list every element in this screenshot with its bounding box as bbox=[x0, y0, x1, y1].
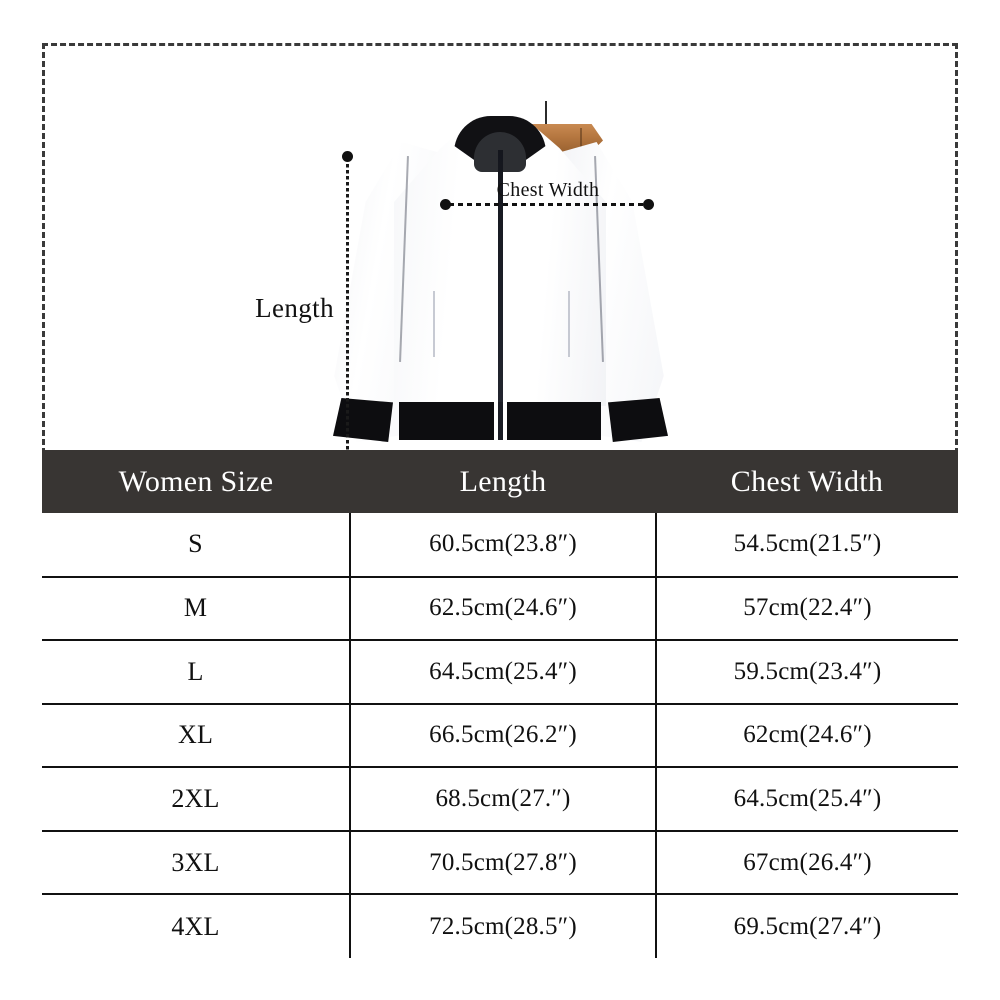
cell-size: L bbox=[42, 640, 351, 705]
length-endpoint-top bbox=[342, 151, 353, 162]
hanger-notch-right bbox=[580, 128, 582, 152]
chest-measure-label: Chest Width bbox=[496, 179, 600, 201]
chest-endpoint-left bbox=[440, 199, 451, 210]
table-body: S 60.5cm(23.8″) 54.5cm(21.5″) M 62.5cm(24.6″… bbox=[42, 513, 958, 958]
length-measure-label: Length bbox=[255, 293, 334, 323]
column-header-length: Length bbox=[350, 450, 656, 513]
cell-size: 4XL bbox=[42, 894, 351, 958]
cell-chest: 69.5cm(27.4″) bbox=[656, 894, 958, 958]
cell-size: M bbox=[42, 576, 351, 642]
hanger-hook-icon bbox=[545, 101, 547, 129]
jacket-pocket-left bbox=[433, 291, 435, 357]
jacket-illustration bbox=[42, 46, 958, 450]
cell-chest: 59.5cm(23.4″) bbox=[656, 640, 958, 705]
cell-size: 3XL bbox=[42, 830, 351, 896]
table-row: XL 66.5cm(26.2″) 62cm(24.6″) bbox=[42, 703, 958, 769]
cell-chest: 67cm(26.4″) bbox=[656, 830, 958, 896]
table-row: M 62.5cm(24.6″) 57cm(22.4″) bbox=[42, 576, 958, 642]
cell-length: 60.5cm(23.8″) bbox=[350, 513, 657, 578]
garment-diagram: Length Chest Width bbox=[42, 46, 958, 450]
table-header: Women Size Length Chest Width bbox=[42, 450, 958, 513]
table-row: L 64.5cm(25.4″) 59.5cm(23.4″) bbox=[42, 640, 958, 705]
cell-size: S bbox=[42, 513, 351, 578]
cell-size: 2XL bbox=[42, 767, 351, 832]
jacket-pocket-right bbox=[568, 291, 570, 357]
length-measure-line bbox=[346, 158, 349, 450]
jacket-cuff-right bbox=[608, 398, 668, 442]
table-header-row: Women Size Length Chest Width bbox=[42, 450, 958, 513]
cell-length: 70.5cm(27.8″) bbox=[350, 830, 657, 896]
cell-length: 62.5cm(24.6″) bbox=[350, 576, 657, 642]
cell-chest: 54.5cm(21.5″) bbox=[656, 513, 958, 578]
cell-chest: 64.5cm(25.4″) bbox=[656, 767, 958, 832]
table-row: 3XL 70.5cm(27.8″) 67cm(26.4″) bbox=[42, 830, 958, 896]
chest-endpoint-right bbox=[643, 199, 654, 210]
chest-measure-line bbox=[449, 203, 647, 206]
table-row: 4XL 72.5cm(28.5″) 69.5cm(27.4″) bbox=[42, 894, 958, 958]
cell-chest: 57cm(22.4″) bbox=[656, 576, 958, 642]
cell-chest: 62cm(24.6″) bbox=[656, 703, 958, 769]
cell-length: 64.5cm(25.4″) bbox=[350, 640, 657, 705]
jacket-hem-zipper bbox=[498, 402, 503, 440]
table-row: S 60.5cm(23.8″) 54.5cm(21.5″) bbox=[42, 513, 958, 578]
table-row: 2XL 68.5cm(27.″) 64.5cm(25.4″) bbox=[42, 767, 958, 832]
cell-length: 66.5cm(26.2″) bbox=[350, 703, 657, 769]
cell-length: 68.5cm(27.″) bbox=[350, 767, 657, 832]
jacket-cuff-left bbox=[333, 398, 393, 442]
jacket-zipper bbox=[498, 150, 503, 422]
column-header-chest: Chest Width bbox=[656, 450, 958, 513]
cell-length: 72.5cm(28.5″) bbox=[350, 894, 657, 958]
cell-size: XL bbox=[42, 703, 351, 769]
size-chart-table: Women Size Length Chest Width S 60.5cm(23… bbox=[42, 450, 958, 958]
column-header-size: Women Size bbox=[42, 450, 350, 513]
